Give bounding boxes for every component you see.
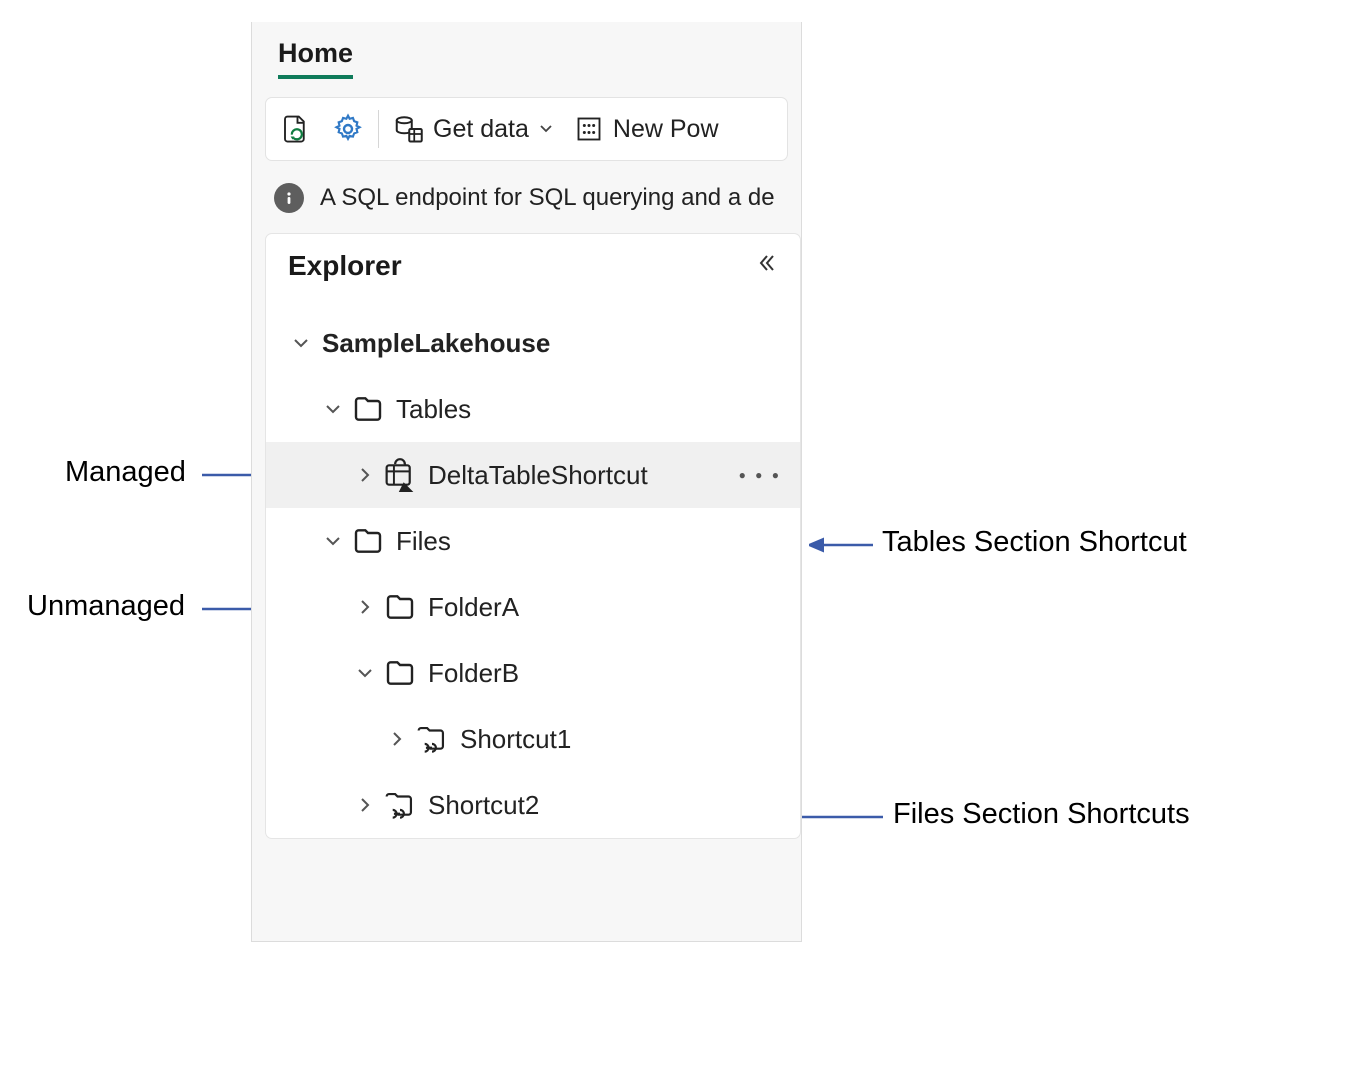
- toolbar: Get data New Pow: [265, 97, 788, 161]
- tree: SampleLakehouse Tables: [266, 310, 800, 838]
- get-data-label: Get data: [433, 115, 529, 144]
- chevron-down-icon: [322, 532, 344, 550]
- chevron-right-icon: [354, 796, 376, 814]
- new-pow-button[interactable]: New Pow: [575, 115, 719, 144]
- tree-node-files[interactable]: Files: [266, 508, 800, 574]
- tree-node-shortcut2[interactable]: Shortcut2: [266, 772, 800, 838]
- info-icon: [274, 183, 304, 213]
- chevron-right-icon: [354, 466, 376, 484]
- shortcut2-label: Shortcut2: [428, 790, 539, 821]
- refresh-icon: [280, 114, 310, 144]
- annotation-files-shortcut: Files Section Shortcuts: [893, 798, 1190, 831]
- tree-node-folder-b[interactable]: FolderB: [266, 640, 800, 706]
- tree-node-tables[interactable]: Tables: [266, 376, 800, 442]
- delta-shortcut-label: DeltaTableShortcut: [428, 460, 648, 491]
- chevron-down-icon: [322, 400, 344, 418]
- tab-bar: Home: [252, 22, 801, 79]
- annotation-tables-shortcut: Tables Section Shortcut: [882, 526, 1187, 559]
- folder-icon: [350, 523, 386, 559]
- chevron-down-icon: [539, 122, 553, 136]
- tree-node-folder-a[interactable]: FolderA: [266, 574, 800, 640]
- info-bar: A SQL endpoint for SQL querying and a de: [252, 161, 801, 223]
- toolbar-divider: [378, 110, 379, 148]
- refresh-button[interactable]: [280, 114, 310, 144]
- explorer-card: Explorer SampleLakehouse Tables: [265, 233, 801, 839]
- chevron-down-icon: [354, 664, 376, 682]
- annotation-managed: Managed: [65, 456, 186, 489]
- folder-b-label: FolderB: [428, 658, 519, 689]
- tree-root[interactable]: SampleLakehouse: [266, 310, 800, 376]
- folder-shortcut-icon: [382, 787, 418, 823]
- new-pow-label: New Pow: [613, 115, 719, 144]
- chevron-right-icon: [354, 598, 376, 616]
- explorer-title: Explorer: [288, 250, 402, 282]
- shortcut1-label: Shortcut1: [460, 724, 571, 755]
- get-data-button[interactable]: Get data: [393, 114, 553, 144]
- annotation-unmanaged: Unmanaged: [27, 590, 185, 623]
- chevron-right-icon: [386, 730, 408, 748]
- collapse-icon[interactable]: [756, 252, 778, 281]
- folder-icon: [350, 391, 386, 427]
- folder-icon: [382, 655, 418, 691]
- folder-a-label: FolderA: [428, 592, 519, 623]
- tree-node-delta-shortcut[interactable]: DeltaTableShortcut ● ● ●: [266, 442, 800, 508]
- delta-shortcut-icon: [382, 457, 418, 493]
- tree-node-shortcut1[interactable]: Shortcut1: [266, 706, 800, 772]
- lakehouse-panel: Home Get data: [251, 22, 802, 942]
- explorer-header: Explorer: [266, 234, 800, 310]
- tables-label: Tables: [396, 394, 471, 425]
- arrow-tables-shortcut: [809, 537, 873, 553]
- info-text: A SQL endpoint for SQL querying and a de: [320, 184, 775, 212]
- chevron-down-icon: [290, 334, 312, 352]
- tab-home[interactable]: Home: [278, 38, 353, 79]
- more-options-button[interactable]: ● ● ●: [739, 468, 782, 482]
- folder-shortcut-icon: [414, 721, 450, 757]
- settings-button[interactable]: [332, 113, 364, 145]
- folder-icon: [382, 589, 418, 625]
- gear-icon: [332, 113, 364, 145]
- files-label: Files: [396, 526, 451, 557]
- root-label: SampleLakehouse: [322, 328, 550, 359]
- database-icon: [393, 114, 423, 144]
- grid-icon: [575, 115, 603, 143]
